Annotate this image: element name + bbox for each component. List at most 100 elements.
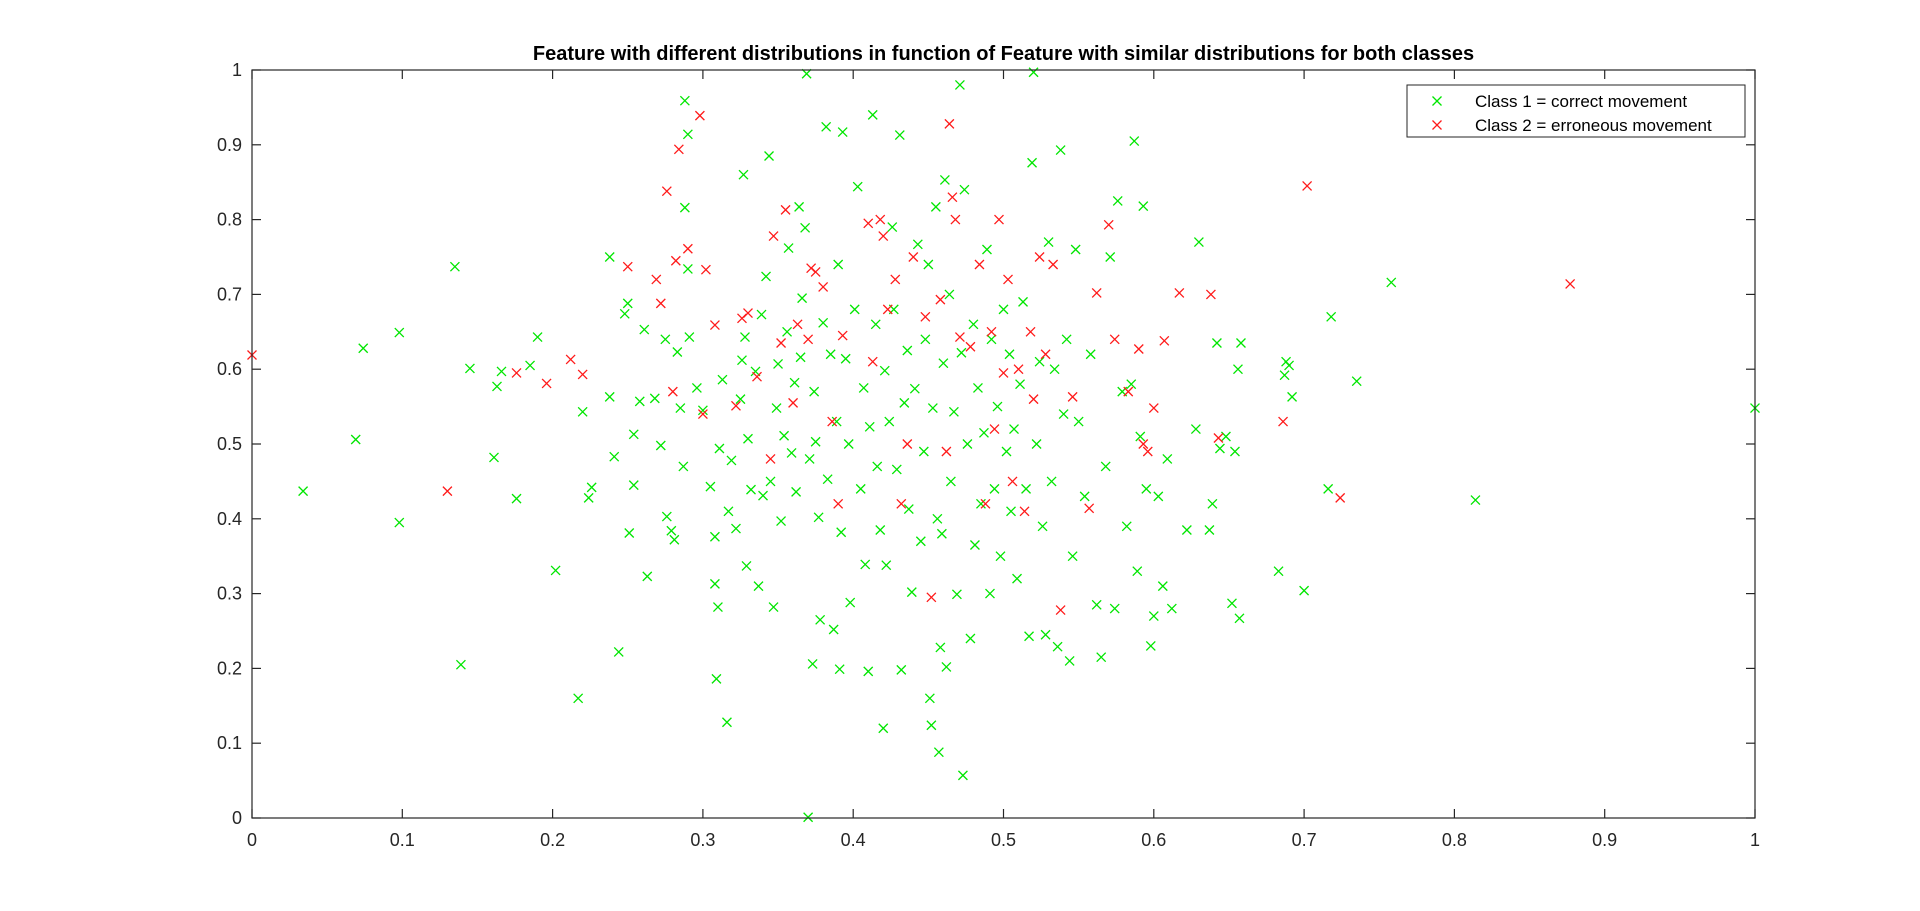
data-point <box>511 367 522 378</box>
data-point <box>792 319 803 330</box>
data-point <box>810 267 821 277</box>
data-point <box>936 528 947 539</box>
data-point <box>935 294 946 305</box>
data-point <box>655 298 666 309</box>
data-point <box>738 169 749 180</box>
data-point <box>1159 335 1170 346</box>
data-point <box>1299 585 1310 596</box>
legend-label: Class 2 = erroneous movement <box>1475 116 1712 135</box>
data-point <box>1220 431 1231 442</box>
data-point <box>965 633 976 644</box>
data-point <box>541 378 552 389</box>
data-point <box>818 281 829 292</box>
x-tick-label: 1 <box>1750 830 1760 850</box>
data-point <box>1034 252 1045 262</box>
data-point <box>1129 136 1140 147</box>
y-tick-label: 0.8 <box>217 210 242 230</box>
data-point <box>902 345 913 356</box>
data-point <box>1323 483 1334 494</box>
data-point <box>1067 391 1078 402</box>
data-point <box>661 186 672 197</box>
data-point <box>773 359 784 369</box>
data-point <box>986 326 997 337</box>
data-point <box>968 319 979 330</box>
data-point <box>858 382 869 393</box>
data-point <box>1121 521 1132 532</box>
data-point <box>613 646 624 657</box>
data-point <box>743 308 753 319</box>
data-point <box>1230 446 1240 457</box>
data-point <box>1211 338 1222 348</box>
data-point <box>746 484 756 495</box>
data-point <box>891 464 902 475</box>
x-tick-label: 0.5 <box>991 830 1016 850</box>
data-point <box>1351 376 1362 387</box>
y-tick-label: 0.3 <box>217 584 242 604</box>
data-point <box>1048 259 1059 270</box>
data-point <box>679 202 690 213</box>
data-point <box>870 319 881 330</box>
data-point <box>884 416 895 427</box>
legend: Class 1 = correct movement Class 2 = erro… <box>1406 84 1746 138</box>
data-point <box>1091 287 1102 298</box>
data-point <box>684 332 695 342</box>
data-point <box>1009 424 1019 434</box>
data-point <box>894 130 905 141</box>
data-point <box>731 523 741 534</box>
data-point <box>930 201 941 212</box>
data-point <box>682 264 693 274</box>
data-point <box>1084 503 1095 514</box>
data-point <box>691 382 702 393</box>
data-point <box>1003 274 1013 285</box>
data-point <box>947 192 958 203</box>
data-point <box>717 374 728 385</box>
data-point <box>673 144 684 155</box>
x-tick-label: 0 <box>247 830 257 850</box>
data-point <box>1386 277 1397 288</box>
data-point <box>879 365 890 376</box>
data-point <box>860 559 871 570</box>
data-point <box>878 231 889 242</box>
data-point <box>1138 439 1149 449</box>
data-point <box>1103 219 1114 230</box>
data-point <box>989 424 1000 434</box>
data-point <box>780 204 791 215</box>
data-point <box>700 264 711 275</box>
x-tick-label: 0.3 <box>690 830 715 850</box>
data-point <box>721 717 732 728</box>
data-point <box>714 443 725 454</box>
data-point <box>1193 237 1204 247</box>
data-point <box>864 421 875 432</box>
data-point <box>944 118 955 129</box>
data-point <box>810 436 821 447</box>
data-point <box>651 274 662 285</box>
data-point <box>881 560 892 571</box>
data-point <box>783 243 794 253</box>
data-point <box>875 214 886 225</box>
data-point <box>1174 287 1185 298</box>
y-tick-label: 0.2 <box>217 658 242 678</box>
data-point <box>489 452 499 463</box>
data-point <box>622 298 633 309</box>
y-tick-label: 0.5 <box>217 434 242 454</box>
data-point <box>803 812 814 823</box>
data-point <box>765 476 776 487</box>
data-point <box>882 304 893 315</box>
data-point <box>758 490 768 501</box>
data-point <box>753 581 764 592</box>
data-point <box>926 720 937 731</box>
data-point <box>813 512 824 523</box>
data-point <box>666 525 677 536</box>
data-point <box>986 334 997 345</box>
data-point <box>867 109 878 120</box>
data-point <box>1034 356 1045 367</box>
data-point <box>655 440 666 451</box>
data-point <box>957 770 968 781</box>
plot-area <box>252 70 1755 818</box>
data-point <box>298 486 309 497</box>
data-point <box>1213 433 1224 443</box>
data-point <box>899 397 910 408</box>
data-point <box>1302 180 1313 191</box>
data-point <box>920 334 931 345</box>
data-point <box>1052 641 1063 652</box>
